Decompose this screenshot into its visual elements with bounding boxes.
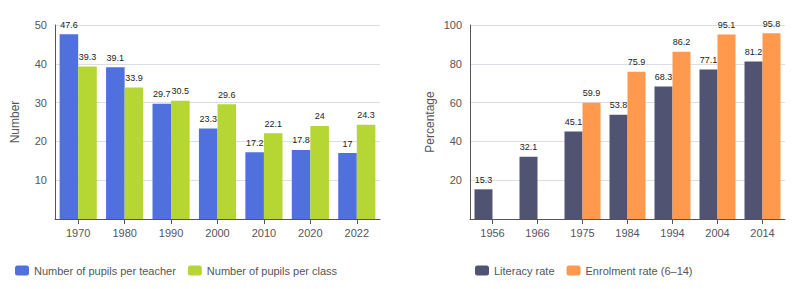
svg-text:1994: 1994 (660, 227, 684, 239)
svg-text:29.6: 29.6 (218, 90, 236, 100)
svg-text:Number: Number (8, 101, 22, 144)
svg-text:22.1: 22.1 (264, 119, 282, 129)
svg-text:1975: 1975 (570, 227, 594, 239)
svg-text:Literacy rate: Literacy rate (494, 265, 555, 277)
svg-text:1970: 1970 (66, 227, 90, 239)
svg-text:53.8: 53.8 (610, 100, 628, 110)
svg-text:2004: 2004 (705, 227, 729, 239)
svg-text:81.2: 81.2 (745, 47, 763, 57)
svg-text:20: 20 (450, 174, 462, 186)
svg-text:10: 10 (35, 174, 47, 186)
svg-text:1984: 1984 (615, 227, 639, 239)
svg-text:45.1: 45.1 (565, 117, 583, 127)
svg-text:Percentage: Percentage (423, 91, 437, 153)
svg-text:Enrolment rate (6–14): Enrolment rate (6–14) (586, 265, 693, 277)
svg-text:1966: 1966 (525, 227, 549, 239)
svg-text:17.2: 17.2 (246, 138, 264, 148)
svg-text:29.7: 29.7 (153, 89, 171, 99)
svg-text:Number of pupils per class: Number of pupils per class (207, 265, 338, 277)
svg-text:20: 20 (35, 135, 47, 147)
svg-text:77.1: 77.1 (700, 55, 718, 65)
svg-text:2020: 2020 (298, 227, 322, 239)
svg-text:17: 17 (342, 139, 352, 149)
svg-text:Number of pupils per teacher: Number of pupils per teacher (34, 265, 176, 277)
svg-text:15.3: 15.3 (475, 175, 493, 185)
svg-text:47.6: 47.6 (60, 20, 78, 30)
svg-text:100: 100 (444, 19, 462, 31)
svg-text:24: 24 (315, 111, 325, 121)
svg-text:68.3: 68.3 (655, 72, 673, 82)
svg-text:60: 60 (450, 97, 462, 109)
svg-text:80: 80 (450, 58, 462, 70)
svg-text:2000: 2000 (205, 227, 229, 239)
svg-text:2014: 2014 (750, 227, 774, 239)
svg-text:86.2: 86.2 (673, 37, 691, 47)
svg-text:1990: 1990 (159, 227, 183, 239)
svg-text:30.5: 30.5 (172, 86, 190, 96)
svg-text:33.9: 33.9 (125, 73, 143, 83)
svg-text:39.1: 39.1 (107, 53, 125, 63)
svg-text:1980: 1980 (112, 227, 136, 239)
svg-text:17.8: 17.8 (292, 135, 310, 145)
svg-text:59.9: 59.9 (583, 88, 601, 98)
svg-text:23.3: 23.3 (199, 114, 217, 124)
svg-text:2022: 2022 (345, 227, 369, 239)
svg-text:95.1: 95.1 (718, 20, 736, 30)
svg-text:32.1: 32.1 (520, 142, 538, 152)
svg-text:39.3: 39.3 (79, 52, 97, 62)
svg-text:30: 30 (35, 97, 47, 109)
svg-text:40: 40 (35, 58, 47, 70)
svg-text:95.8: 95.8 (763, 19, 781, 29)
svg-text:2010: 2010 (252, 227, 276, 239)
svg-text:1956: 1956 (480, 227, 504, 239)
svg-text:40: 40 (450, 135, 462, 147)
svg-text:24.3: 24.3 (357, 110, 375, 120)
svg-text:50: 50 (35, 19, 47, 31)
svg-text:75.9: 75.9 (628, 57, 646, 67)
